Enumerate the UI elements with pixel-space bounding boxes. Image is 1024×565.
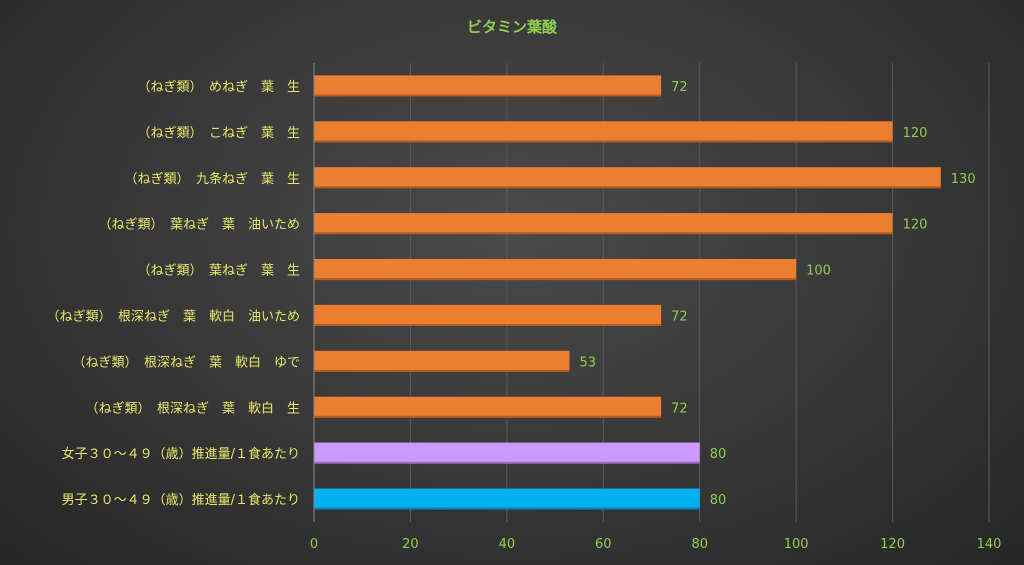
value-label: 72 — [671, 80, 688, 95]
bar — [314, 442, 700, 464]
bar — [314, 75, 662, 97]
x-tick-label: 80 — [691, 537, 708, 552]
bar-shadow — [314, 94, 662, 97]
bar — [314, 213, 893, 235]
bar-shadow — [314, 369, 570, 372]
category-labels: （ねぎ類） めねぎ 葉 生 （ねぎ類） こねぎ 葉 生 （ねぎ類） 九条ねぎ 葉 生… — [46, 80, 300, 508]
x-tick-label: 100 — [784, 537, 809, 552]
bar-shadow — [314, 232, 893, 235]
x-tick-label: 60 — [595, 537, 612, 552]
bar-shadow — [314, 140, 893, 143]
category-label: 男子３０～４９（歳）推進量/１食あたり — [62, 492, 300, 508]
value-label: 120 — [903, 218, 928, 233]
value-labels: 72 120 130 120 100 72 53 72 80 80 — [580, 80, 976, 508]
bar — [314, 488, 700, 510]
bar-shadow — [314, 461, 700, 464]
category-label: （ねぎ類） 葉ねぎ 葉 油いため — [98, 218, 300, 233]
category-label: （ねぎ類） こねぎ 葉 生 — [137, 126, 300, 141]
bars — [314, 75, 941, 510]
value-label: 72 — [671, 401, 688, 416]
category-label: （ねぎ類） 根深ねぎ 葉 軟白 油いため — [46, 308, 300, 324]
value-label: 53 — [580, 355, 597, 370]
value-label: 80 — [710, 493, 727, 508]
x-tick-label: 120 — [880, 537, 905, 552]
x-axis-ticks: 0 20 40 60 80 100 120 140 — [310, 537, 1002, 552]
x-tick-label: 0 — [310, 537, 318, 552]
bar — [314, 121, 893, 143]
chart-title: ビタミン葉酸 — [467, 18, 558, 36]
x-tick-label: 40 — [499, 537, 516, 552]
bar-shadow — [314, 415, 662, 418]
x-tick-label: 20 — [402, 537, 419, 552]
value-label: 80 — [710, 447, 727, 462]
category-label: （ねぎ類） 葉ねぎ 葉 生 — [137, 264, 300, 279]
value-label: 130 — [951, 172, 976, 187]
value-label: 120 — [903, 126, 928, 141]
bar — [314, 304, 662, 327]
bar — [314, 350, 570, 372]
x-tick-label: 140 — [977, 537, 1002, 552]
bar — [314, 167, 941, 189]
bar-shadow — [314, 186, 941, 189]
value-label: 72 — [671, 309, 688, 324]
bar-shadow — [314, 324, 662, 327]
bar — [314, 258, 797, 281]
category-label: （ねぎ類） 九条ねぎ 葉 生 — [124, 171, 300, 187]
category-label: （ねぎ類） 根深ねぎ 葉 軟白 ゆで — [72, 354, 300, 370]
category-label: 女子３０～４９（歳）推進量/１食あたり — [62, 446, 300, 462]
category-label: （ねぎ類） めねぎ 葉 生 — [137, 80, 300, 95]
bar-shadow — [314, 507, 700, 510]
value-label: 100 — [806, 264, 831, 279]
bar — [314, 396, 662, 418]
bar-shadow — [314, 278, 797, 281]
category-label: （ねぎ類） 根深ねぎ 葉 軟白 生 — [85, 400, 300, 416]
